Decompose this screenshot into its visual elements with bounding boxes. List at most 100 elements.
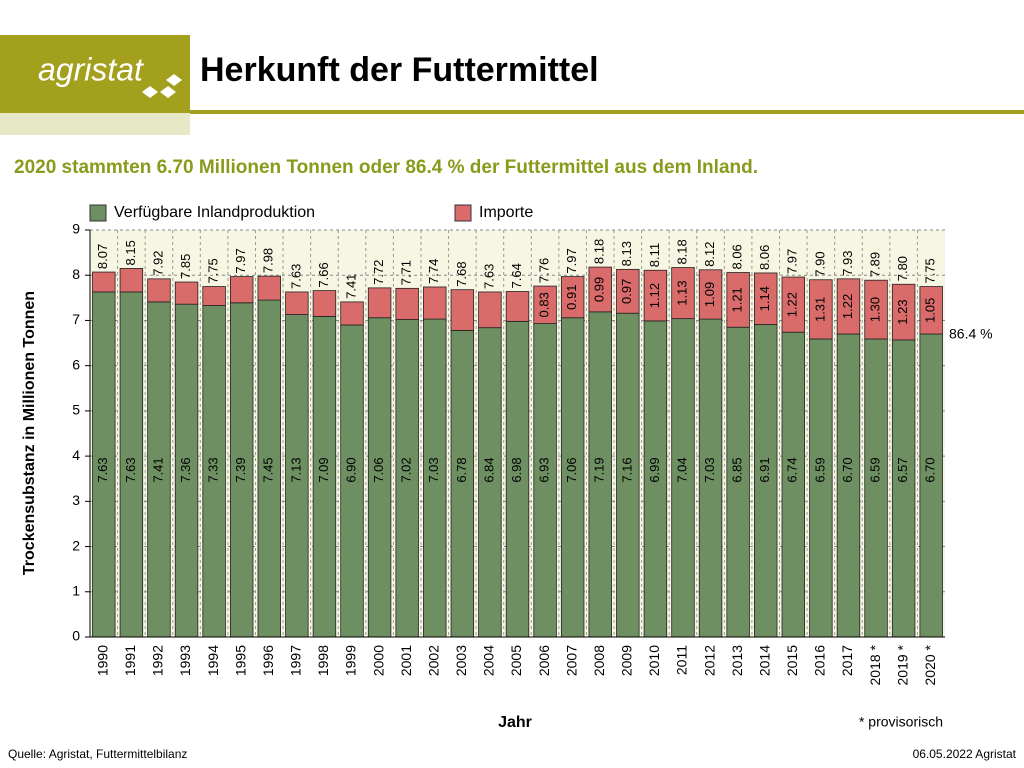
total-label: 8.13 (619, 241, 634, 266)
total-label: 7.93 (840, 251, 855, 276)
bar-import (229, 276, 254, 304)
x-tick-label: 2006 (536, 645, 552, 676)
total-label: 7.41 (343, 274, 358, 299)
footnote: * provisorisch (859, 714, 943, 730)
bar-import (202, 286, 226, 306)
total-label: 8.06 (730, 244, 745, 269)
y-tick-label: 3 (72, 492, 80, 508)
value-label: 7.41 (150, 457, 165, 482)
value-label: 6.70 (840, 457, 855, 482)
bar-import (174, 281, 199, 305)
bar-import (698, 269, 723, 320)
total-label: 7.68 (454, 261, 469, 286)
x-tick-label: 2002 (425, 645, 441, 676)
bar-import (726, 272, 750, 328)
bar-import (754, 272, 778, 325)
x-tick-label: 2016 (812, 645, 828, 676)
value-label: 7.19 (592, 457, 607, 482)
value-label: 7.13 (288, 457, 303, 482)
value-label: 0.83 (537, 292, 552, 317)
value-label: 6.74 (785, 457, 800, 482)
total-label: 7.71 (399, 260, 414, 285)
bar-inland (864, 338, 888, 638)
bar-import (671, 267, 695, 320)
x-tick-label: 2012 (701, 645, 717, 676)
y-tick-label: 0 (72, 628, 80, 644)
value-label: 6.59 (812, 457, 827, 482)
y-tick-label: 6 (72, 356, 80, 372)
value-label: 0.91 (564, 284, 579, 309)
bar-import (588, 266, 612, 313)
x-tick-label: 2001 (398, 645, 414, 676)
x-tick-label: 2015 (784, 645, 800, 676)
bar-import (864, 279, 888, 340)
bar-import (809, 279, 833, 340)
y-tick-label: 4 (72, 447, 80, 463)
logo: agristat (38, 51, 144, 87)
total-label: 7.76 (537, 258, 552, 283)
legend-label: Verfügbare Inlandproduktion (114, 204, 315, 221)
value-label: 7.06 (564, 457, 579, 482)
bar-inland (891, 339, 916, 638)
value-label: 7.03 (426, 457, 441, 482)
legend-swatch (89, 204, 107, 222)
total-label: 7.63 (481, 264, 496, 289)
value-label: 6.85 (730, 457, 745, 482)
total-label: 8.12 (702, 241, 717, 266)
bar-import (781, 276, 806, 333)
total-label: 8.06 (757, 245, 772, 270)
x-tick-label: 2020 * (922, 644, 938, 685)
bar-import (616, 268, 640, 314)
value-label: 7.04 (674, 457, 689, 482)
bar-import (285, 291, 309, 315)
value-label: 7.06 (371, 457, 386, 482)
total-label: 7.97 (564, 248, 579, 273)
subtitle: 2020 stammten 6.70 Millionen Tonnen oder… (14, 157, 758, 178)
bar-inland (781, 331, 806, 638)
annotation: 86.4 % (949, 326, 993, 342)
x-tick-label: 2000 (370, 645, 386, 676)
value-label: 6.90 (343, 457, 358, 482)
bar-import (919, 286, 943, 335)
value-label: 0.97 (619, 279, 634, 304)
total-label: 7.98 (261, 248, 276, 273)
bar-import (836, 278, 861, 335)
x-tick-label: 2004 (481, 645, 497, 676)
value-label: 6.57 (895, 457, 910, 482)
bar-import (312, 290, 337, 317)
x-tick-label: 2007 (563, 645, 579, 676)
value-label: 7.63 (95, 457, 110, 482)
total-label: 7.74 (426, 259, 441, 284)
value-label: 1.22 (785, 292, 800, 317)
total-label: 8.15 (123, 240, 138, 265)
bar-import (560, 276, 585, 319)
header-rule (190, 110, 1024, 114)
total-label: 7.80 (895, 256, 910, 281)
total-label: 7.72 (371, 260, 386, 285)
x-tick-label: 2005 (508, 645, 524, 676)
value-label: 1.12 (647, 283, 662, 308)
value-label: 6.84 (481, 457, 496, 482)
value-label: 6.78 (454, 457, 469, 482)
x-tick-label: 1992 (150, 645, 166, 676)
bar-import (505, 291, 530, 322)
y-tick-label: 7 (72, 311, 80, 327)
value-label: 1.23 (895, 299, 910, 324)
total-label: 7.97 (233, 248, 248, 273)
value-label: 7.33 (206, 457, 221, 482)
bar-inland (836, 333, 861, 638)
bar-import (367, 287, 392, 319)
title: Herkunft der Futtermittel (200, 51, 599, 89)
bar-import (478, 291, 502, 329)
y-tick-label: 1 (72, 582, 80, 598)
x-tick-label: 2014 (756, 645, 772, 676)
value-label: 1.09 (702, 282, 717, 307)
y-tick-label: 5 (72, 402, 80, 418)
value-label: 7.45 (261, 457, 276, 482)
value-label: 7.39 (233, 457, 248, 482)
total-label: 7.63 (288, 264, 303, 289)
y-tick-label: 9 (72, 221, 80, 237)
logo-icon (142, 74, 182, 98)
total-label: 7.97 (785, 249, 800, 274)
